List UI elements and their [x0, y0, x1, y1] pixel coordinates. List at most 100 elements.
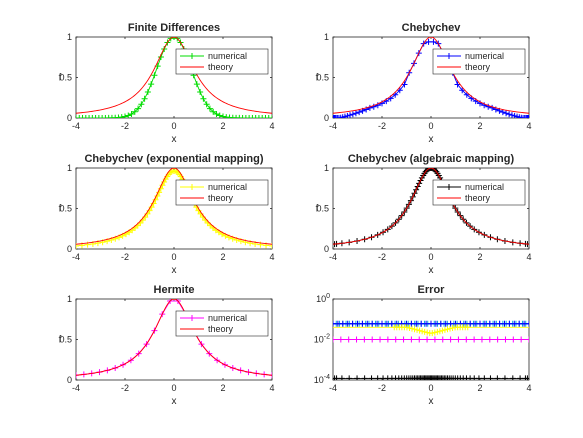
error-marker-magenta	[431, 336, 438, 343]
subplot-title: Error	[418, 284, 446, 296]
subplot-title: Finite Differences	[128, 22, 220, 34]
x-tick-label: -2	[378, 121, 386, 131]
numerical-marker	[135, 105, 142, 112]
error-marker-magenta	[486, 336, 493, 343]
legend-numerical-marker	[446, 53, 452, 59]
x-tick-label: 0	[428, 383, 433, 393]
numerical-marker	[356, 109, 363, 116]
numerical-marker	[459, 87, 466, 94]
error-marker-yellow	[429, 330, 436, 337]
legend-box	[175, 310, 269, 337]
numerical-marker	[122, 113, 128, 118]
x-tick-label: 4	[526, 383, 531, 393]
error-marker-black	[354, 375, 361, 380]
numerical-marker	[210, 108, 217, 115]
legend-numerical-marker	[189, 315, 195, 321]
error-marker-yellow	[441, 326, 448, 333]
x-tick-label: -2	[121, 252, 129, 262]
numerical-marker	[349, 111, 356, 118]
x-tick-label: -2	[378, 252, 386, 262]
y-tick-label: 0.5	[316, 204, 329, 214]
y-tick-label: 1	[67, 294, 72, 304]
numerical-marker	[144, 89, 151, 96]
y-tick-label: 0.5	[59, 204, 72, 214]
error-marker-magenta	[510, 336, 517, 343]
numerical-marker	[197, 89, 204, 96]
error-marker-black	[522, 375, 529, 380]
numerical-marker	[193, 81, 200, 88]
error-marker-yellow	[449, 325, 456, 332]
numerical-marker	[489, 104, 496, 111]
numerical-marker	[79, 115, 86, 118]
y-axis-label: f	[59, 335, 62, 346]
y-tick-label: 0	[67, 244, 72, 254]
numerical-marker	[76, 242, 79, 249]
x-tick-label: 0	[428, 252, 433, 262]
legend-numerical-label: numerical	[208, 51, 247, 61]
error-marker-yellow	[403, 324, 410, 331]
x-tick-label: 2	[220, 121, 225, 131]
x-tick-label: -4	[72, 252, 80, 262]
y-tick-label: 1	[67, 32, 72, 42]
x-tick-label: 0	[428, 121, 433, 131]
x-tick-label: 4	[269, 121, 274, 131]
error-marker-magenta	[345, 336, 352, 343]
error-marker-black	[501, 375, 508, 380]
error-marker-yellow	[436, 328, 443, 335]
plot-series	[333, 168, 529, 248]
x-axis-label: x	[172, 396, 177, 407]
error-marker-black	[374, 375, 381, 380]
error-marker-black	[368, 375, 375, 380]
theory-line	[333, 37, 529, 114]
error-marker-yellow	[408, 325, 415, 332]
error-marker-magenta	[478, 336, 485, 343]
numerical-marker	[333, 115, 337, 118]
numerical-marker	[333, 115, 340, 118]
legend-numerical-marker	[189, 184, 195, 190]
legend-theory-label: theory	[465, 193, 491, 203]
y-tick-label: 0.5	[316, 73, 329, 83]
legend-numerical-label: numerical	[465, 182, 504, 192]
legend-numerical-marker	[446, 184, 452, 190]
subplot-finite-differences: -4 -2 0 2 4 0 0.5 1 Finite Differences x f numerica…	[59, 22, 275, 145]
numerical-marker	[131, 108, 138, 115]
numerical-marker	[173, 168, 180, 175]
numerical-marker	[334, 115, 341, 118]
theory-line	[333, 168, 529, 245]
numerical-marker	[344, 112, 351, 118]
x-tick-label: 4	[269, 252, 274, 262]
x-tick-label: -4	[72, 121, 80, 131]
error-marker-black	[509, 375, 516, 380]
x-axis-label: x	[172, 265, 177, 276]
numerical-marker	[86, 115, 93, 118]
y-tick-label: 1	[67, 163, 72, 173]
numerical-marker	[138, 101, 145, 108]
error-marker-yellow	[431, 329, 438, 336]
x-tick-label: 2	[220, 383, 225, 393]
x-axis-label: x	[429, 396, 434, 407]
numerical-marker	[347, 112, 354, 118]
error-marker-magenta	[447, 336, 454, 343]
x-tick-label: -4	[329, 121, 337, 131]
x-tick-label: -2	[121, 383, 129, 393]
error-marker-black	[361, 375, 368, 380]
y-tick-label: 1	[324, 32, 329, 42]
y-tick-exponent: 0	[326, 293, 330, 300]
error-marker-yellow	[416, 327, 423, 334]
x-tick-label: 2	[477, 252, 482, 262]
error-marker-magenta	[333, 336, 336, 343]
error-marker-yellow	[444, 326, 451, 333]
numerical-marker	[524, 115, 529, 118]
y-tick-base: 10	[314, 375, 324, 385]
legend-numerical-label: numerical	[208, 313, 247, 323]
x-tick-label: 4	[269, 383, 274, 393]
subplot-chebychev-exponential-mapping: -4 -2 0 2 4 0 0.5 1 Chebychev (exponential mappi…	[59, 153, 275, 276]
numerical-marker	[269, 242, 272, 249]
error-marker-yellow	[411, 326, 418, 333]
legend-theory-label: theory	[208, 193, 234, 203]
y-tick-base: 10	[316, 294, 326, 304]
x-tick-label: 0	[171, 121, 176, 131]
